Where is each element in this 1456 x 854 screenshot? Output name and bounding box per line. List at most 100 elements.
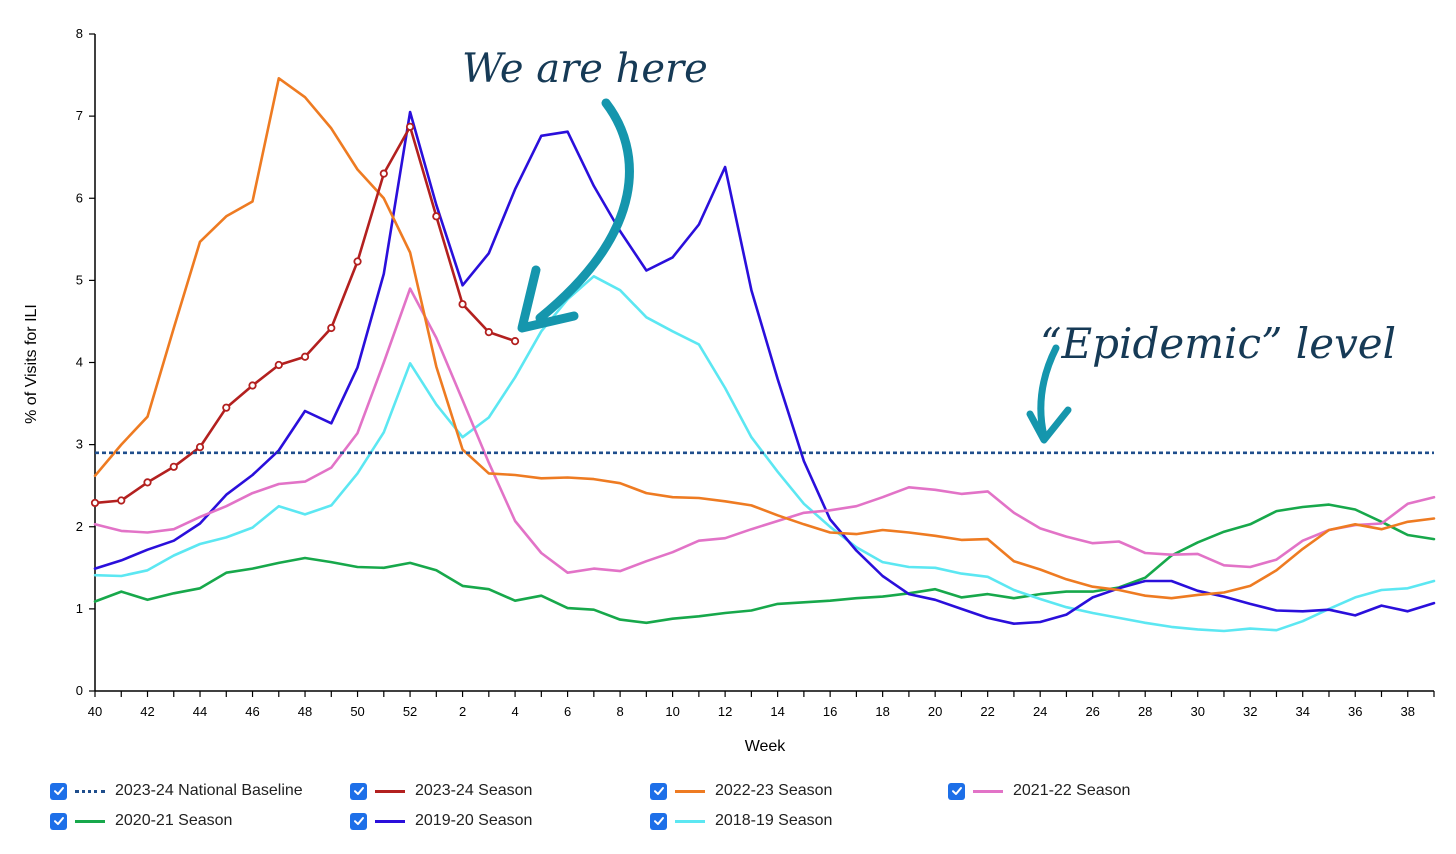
x-tick-label: 6 xyxy=(564,704,571,719)
y-tick-label: 8 xyxy=(76,26,83,41)
epidemic-level-annotation: “Epidemic” level xyxy=(1040,319,1396,368)
x-tick-label: 50 xyxy=(350,704,364,719)
x-tick-label: 14 xyxy=(770,704,784,719)
y-tick-label: 3 xyxy=(76,437,83,452)
legend-item[interactable]: 2023-24 Season xyxy=(350,780,532,802)
legend-swatch xyxy=(375,789,405,793)
x-tick-label: 12 xyxy=(718,704,732,719)
x-tick-label: 4 xyxy=(511,704,518,719)
y-axis: 0 1 2 3 4 5 6 7 8 xyxy=(76,26,96,698)
y-tick-label: 6 xyxy=(76,190,83,205)
epidemic-level-arrowhead xyxy=(1026,406,1072,444)
x-tick-label: 44 xyxy=(193,704,207,719)
legend-item[interactable]: 2018-19 Season xyxy=(650,810,832,832)
data-point xyxy=(90,498,100,508)
x-tick-label: 8 xyxy=(616,704,623,719)
legend-swatch xyxy=(75,789,105,793)
x-tick-label: 18 xyxy=(875,704,889,719)
legend-label: 2021-22 Season xyxy=(1013,782,1131,799)
we-are-here-arrowhead xyxy=(517,265,579,333)
series-line xyxy=(93,274,1436,633)
y-tick-label: 5 xyxy=(76,272,83,287)
legend-swatch xyxy=(675,789,705,793)
legend-item[interactable]: 2020-21 Season xyxy=(50,810,232,832)
we-are-here-annotation: We are here xyxy=(462,46,708,92)
legend-checkbox[interactable] xyxy=(948,782,965,800)
series-2021-22-season xyxy=(93,287,1436,575)
legend-checkbox[interactable] xyxy=(50,782,67,800)
x-tick-label: 52 xyxy=(403,704,417,719)
data-point xyxy=(327,323,336,333)
data-point xyxy=(510,337,520,346)
legend-label: 2022-23 Season xyxy=(715,782,833,799)
x-tick-label: 20 xyxy=(928,704,942,719)
legend-label: 2020-21 Season xyxy=(115,812,233,829)
series-line xyxy=(93,77,1436,600)
data-point xyxy=(222,403,231,412)
epidemic-level-arrow xyxy=(1037,344,1060,440)
x-tick-label: 42 xyxy=(140,704,154,719)
legend-item[interactable]: 2023-24 National Baseline xyxy=(50,780,303,802)
data-point xyxy=(195,442,205,452)
x-tick-label: 24 xyxy=(1033,704,1047,719)
legend-label: 2023-24 Season xyxy=(415,782,533,799)
x-axis: 40 42 44 46 48 50 52 2 4 6 8 10 12 14 16 18 20 22 24 26 28 30… xyxy=(88,690,1435,719)
legend-swatch xyxy=(675,819,705,823)
legend-label: 2018-19 Season xyxy=(715,812,833,829)
legend-checkbox[interactable] xyxy=(350,782,367,800)
x-tick-label: 10 xyxy=(665,704,679,719)
data-point xyxy=(300,352,310,361)
series-line xyxy=(93,287,1436,575)
data-point xyxy=(379,169,388,178)
data-point xyxy=(405,122,415,131)
y-axis-title: % of Visits for ILI xyxy=(23,304,40,424)
legend-swatch xyxy=(375,819,405,823)
series-2022-23-season xyxy=(93,77,1436,600)
legend-label: 2023-24 National Baseline xyxy=(115,782,303,799)
data-point xyxy=(458,300,467,309)
x-tick-label: 28 xyxy=(1138,704,1152,719)
x-tick-label: 22 xyxy=(980,704,994,719)
y-tick-label: 7 xyxy=(76,108,83,123)
we-are-here-arrow xyxy=(535,98,634,323)
legend-item[interactable]: 2022-23 Season xyxy=(650,780,832,802)
x-tick-label: 16 xyxy=(823,704,837,719)
x-tick-label: 2 xyxy=(459,704,466,719)
legend-checkbox[interactable] xyxy=(650,812,667,830)
series-line xyxy=(93,503,1436,625)
data-point xyxy=(353,257,362,266)
annotation-layer: We are here “Epidemic” level xyxy=(462,46,1396,444)
x-tick-label: 36 xyxy=(1348,704,1362,719)
data-point xyxy=(169,462,178,471)
legend-checkbox[interactable] xyxy=(350,812,367,830)
data-point xyxy=(143,478,152,487)
x-axis-title: Week xyxy=(745,738,787,755)
x-tick-label: 26 xyxy=(1085,704,1099,719)
x-tick-label: 40 xyxy=(88,704,102,719)
series-2018-19-season xyxy=(93,274,1436,633)
legend-item[interactable]: 2019-20 Season xyxy=(350,810,532,832)
x-tick-label: 48 xyxy=(298,704,312,719)
y-tick-label: 2 xyxy=(76,519,83,534)
series-2020-21-season xyxy=(93,503,1436,625)
y-tick-label: 4 xyxy=(76,355,83,370)
legend-checkbox[interactable] xyxy=(650,782,667,800)
legend-label: 2019-20 Season xyxy=(415,812,533,829)
legend-checkbox[interactable] xyxy=(50,812,67,830)
legend-item[interactable]: 2021-22 Season xyxy=(948,780,1130,802)
y-tick-label: 0 xyxy=(76,683,83,698)
series-2023-24-season xyxy=(90,122,520,508)
legend-swatch xyxy=(973,789,1003,793)
y-tick-label: 1 xyxy=(76,601,83,616)
x-tick-label: 46 xyxy=(245,704,259,719)
data-point xyxy=(432,212,441,221)
x-tick-label: 30 xyxy=(1190,704,1204,719)
data-point xyxy=(484,328,493,337)
x-tick-label: 34 xyxy=(1295,704,1309,719)
x-tick-label: 32 xyxy=(1243,704,1257,719)
data-point xyxy=(274,360,283,370)
legend-swatch xyxy=(75,819,105,823)
data-point xyxy=(248,381,257,390)
series-layer xyxy=(90,77,1436,633)
